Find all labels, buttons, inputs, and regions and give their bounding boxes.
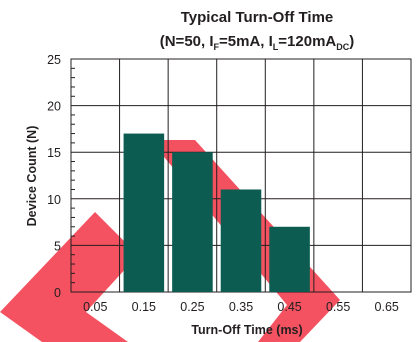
y-tick-label: 20 <box>47 100 61 114</box>
y-tick-label: 5 <box>54 239 61 253</box>
x-tick-label: 0.45 <box>277 300 301 314</box>
x-tick-label: 0.55 <box>326 300 350 314</box>
x-tick-label: 0.25 <box>180 300 204 314</box>
y-tick-label: 15 <box>47 146 61 160</box>
x-tick-label: 0.05 <box>83 300 107 314</box>
x-axis-label: Turn-Off Time (ms) <box>191 323 302 337</box>
y-tick-label: 25 <box>47 53 61 67</box>
x-tick-label: 0.15 <box>132 300 156 314</box>
x-tick-labels: 0.05 0.15 0.25 0.35 0.45 0.55 0.65 <box>83 300 399 314</box>
bar-0.25 <box>172 152 213 292</box>
bars <box>123 133 310 292</box>
y-axis-label: Device Count (N) <box>25 126 39 227</box>
x-tick-label: 0.65 <box>375 300 399 314</box>
chart-title: Typical Turn-Off Time <box>181 9 334 26</box>
bar-0.45 <box>269 226 310 292</box>
y-tick-labels: 0 5 10 15 20 25 <box>47 53 61 300</box>
chart-subtitle: (N=50, IF=5mA, IL=120mADC) <box>160 33 355 52</box>
y-tick-label: 10 <box>47 193 61 207</box>
x-tick-label: 0.35 <box>229 300 253 314</box>
bar-0.35 <box>220 189 262 292</box>
bar-0.15 <box>123 133 165 292</box>
y-tick-label: 0 <box>54 286 61 300</box>
watermark-chevron-left <box>0 212 138 342</box>
